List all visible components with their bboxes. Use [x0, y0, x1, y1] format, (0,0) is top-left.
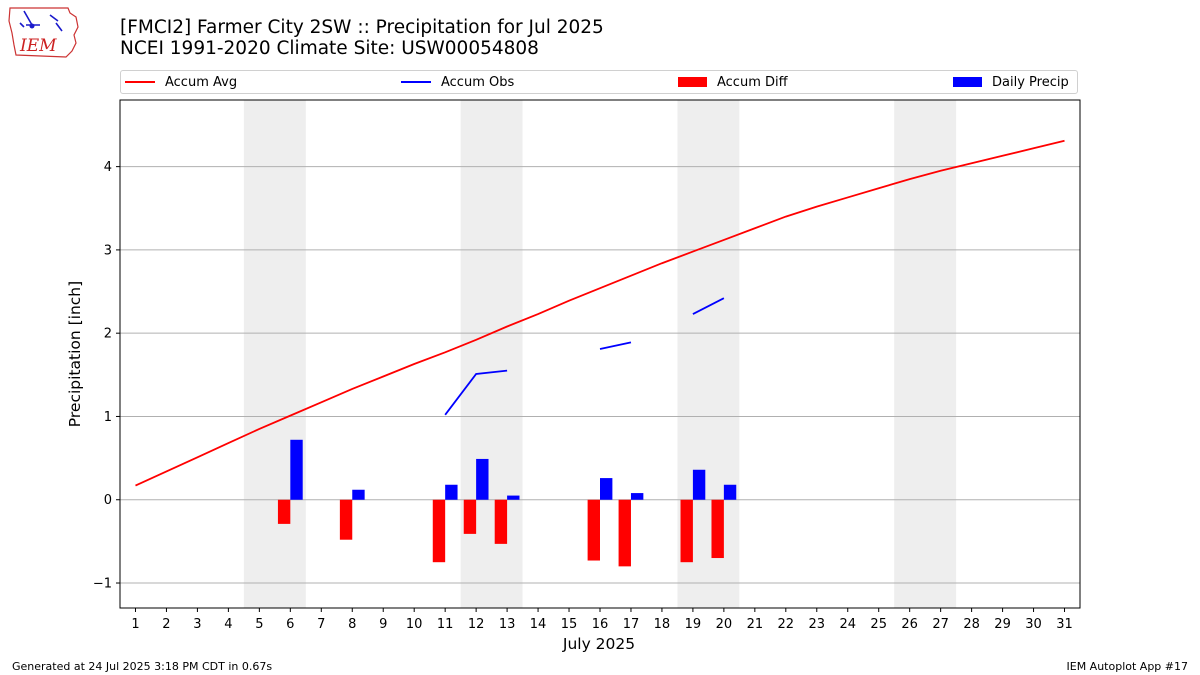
title-line-2: NCEI 1991-2020 Climate Site: USW00054808: [120, 38, 539, 59]
weekend-band: [894, 100, 957, 608]
daily-precip-bar: [445, 484, 458, 500]
legend-swatch-accum-diff: [678, 77, 707, 87]
x-tick-label: 18: [654, 617, 671, 632]
lines: [135, 139, 1065, 487]
x-tick-label: 17: [623, 617, 640, 632]
weather-instrument-icon: [19, 10, 63, 32]
accum-diff-bar: [618, 499, 631, 567]
daily-precip-bar: [352, 489, 365, 500]
x-tick-label: 12: [468, 617, 485, 632]
x-tick-label: 5: [255, 617, 263, 632]
accum-diff-bar: [339, 499, 353, 540]
x-tick-label: 23: [809, 617, 826, 632]
x-tick-label: 13: [499, 617, 516, 632]
accum-diff-bar: [277, 499, 291, 524]
daily-precip-bar: [600, 478, 613, 500]
legend-item-accum-diff: Accum Diff: [678, 74, 788, 90]
iem-logo: IEM: [8, 7, 79, 58]
daily-precip-bar: [507, 495, 520, 500]
legend-item-accum-avg: Accum Avg: [125, 74, 237, 90]
y-tick-label: 1: [104, 410, 112, 425]
footer-generated: Generated at 24 Jul 2025 3:18 PM CDT in …: [12, 660, 273, 673]
state-outline-icon: [8, 7, 79, 58]
x-tick-label: 11: [437, 617, 454, 632]
daily-precip-bar: [476, 458, 489, 500]
logo-text: IEM: [19, 36, 57, 56]
legend-swatch-accum-obs: [401, 81, 431, 83]
daily-precip-bar: [290, 439, 303, 500]
footer-app-id: IEM Autoplot App #17: [1066, 660, 1189, 673]
accum-diff-bar: [432, 499, 446, 563]
y-tick-label: 4: [104, 160, 112, 175]
daily-precip-bar: [723, 484, 737, 500]
x-tick-label: 20: [716, 617, 733, 632]
x-tick-label: 21: [747, 617, 764, 632]
legend-item-accum-obs: Accum Obs: [401, 74, 514, 90]
x-tick-label: 26: [901, 617, 918, 632]
x-tick-label: 15: [561, 617, 578, 632]
x-tick-label: 1: [131, 617, 139, 632]
weekend-shading: [243, 100, 957, 608]
x-tick-label: 9: [379, 617, 387, 632]
accum-avg-line: [135, 139, 1065, 487]
x-tick-label: 3: [193, 617, 201, 632]
weekend-band: [243, 100, 306, 608]
legend-label: Daily Precip: [992, 74, 1069, 90]
chart-title: [FMCI2] Farmer City 2SW :: Precipitation…: [120, 17, 604, 59]
x-tick-label: 31: [1056, 617, 1073, 632]
legend-item-daily-precip: Daily Precip: [953, 74, 1069, 90]
daily-precip-bar: [630, 493, 644, 500]
accum-obs-line: [692, 297, 725, 315]
daily-precip-bar: [692, 469, 706, 500]
legend: Accum Avg Accum Obs Accum Diff Daily Pre…: [120, 70, 1078, 94]
x-tick-label: 27: [932, 617, 949, 632]
legend-swatch-daily-precip: [953, 77, 982, 87]
legend-swatch-accum-avg: [125, 81, 155, 83]
bars: [277, 439, 737, 567]
x-tick-label: 6: [286, 617, 294, 632]
accum-diff-bar: [587, 499, 600, 561]
x-tick-label: 19: [685, 617, 702, 632]
legend-label: Accum Avg: [165, 74, 238, 90]
x-tick-label: 4: [224, 617, 232, 632]
legend-label: Accum Obs: [441, 74, 515, 90]
accum-obs-line: [444, 369, 508, 416]
x-tick-label: 14: [530, 617, 547, 632]
accum-diff-bar: [680, 499, 693, 563]
x-tick-label: 28: [963, 617, 980, 632]
accum-diff-bar: [711, 499, 724, 559]
y-tick-label: 3: [104, 243, 112, 258]
x-axis-label: July 2025: [562, 635, 635, 653]
x-tick-label: 29: [994, 617, 1011, 632]
accum-obs-line: [599, 341, 632, 350]
x-tick-label: 24: [839, 617, 856, 632]
accum-diff-bar: [463, 499, 477, 534]
y-tick-label: 0: [104, 493, 112, 508]
accum-diff-bar: [494, 499, 508, 544]
x-tick-label: 7: [317, 617, 325, 632]
y-tick-label: −1: [93, 577, 112, 592]
y-axis-label: Precipitation [inch]: [66, 281, 84, 427]
x-tick-label: 22: [778, 617, 795, 632]
x-tick-label: 8: [348, 617, 356, 632]
legend-label: Accum Diff: [717, 74, 788, 90]
x-axis-ticks: 1 2 3 4 5 6 7 8 9 10 11 12 13 14 15 16 17 18 19 20 21 22 23 24 2…: [131, 608, 1073, 632]
x-tick-label: 10: [406, 617, 423, 632]
y-axis-ticks: −1 0 1 2 3 4: [93, 160, 120, 592]
x-tick-label: 30: [1025, 617, 1042, 632]
x-tick-label: 16: [592, 617, 609, 632]
title-line-1: [FMCI2] Farmer City 2SW :: Precipitation…: [120, 17, 604, 38]
x-tick-label: 25: [870, 617, 887, 632]
y-tick-label: 2: [104, 327, 112, 342]
x-tick-label: 2: [162, 617, 170, 632]
